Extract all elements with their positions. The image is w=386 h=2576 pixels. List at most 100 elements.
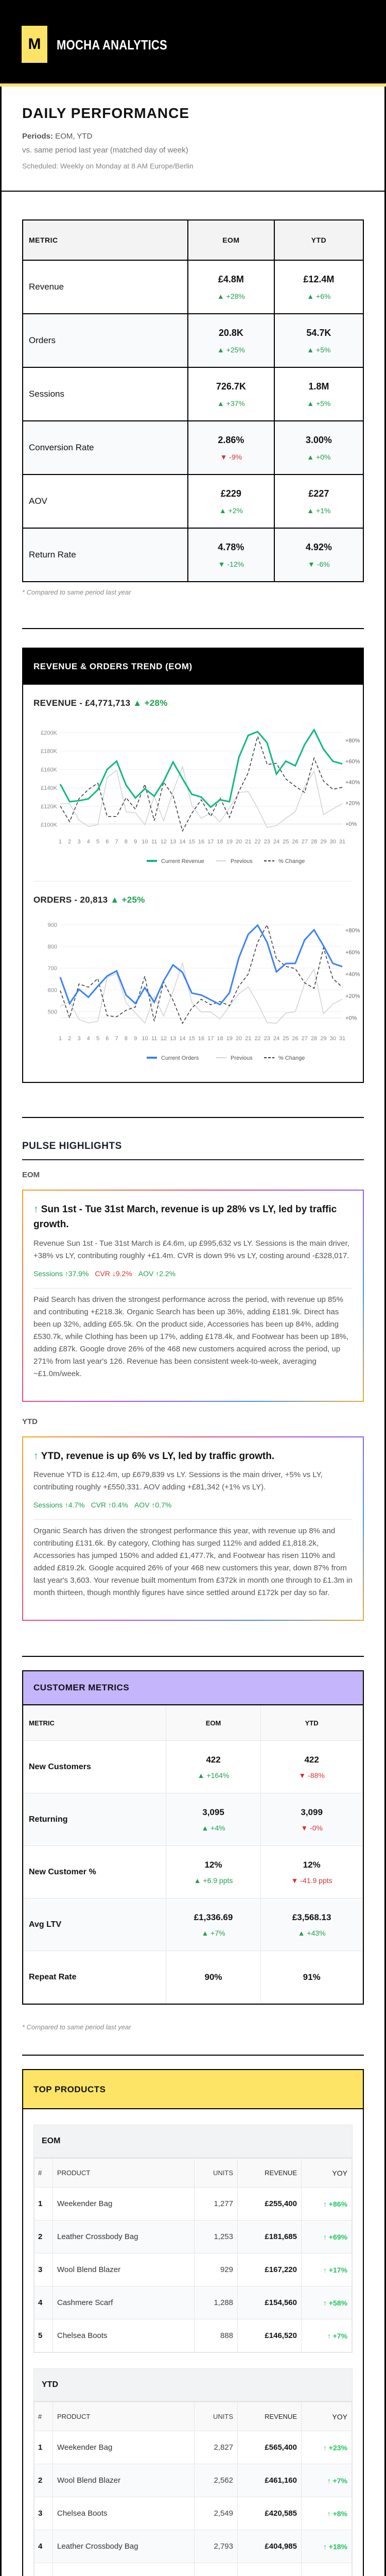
svg-text:+60%: +60%	[345, 759, 360, 765]
product-row: 5 Chelsea Boots 888 £146,520 ↑ +7%	[34, 2319, 352, 2353]
svg-text:28: 28	[311, 839, 317, 845]
pulse-eom-detail: Paid Search has driven the strongest per…	[33, 1295, 349, 1378]
product-name: Wool Blend Blazer	[52, 2253, 195, 2287]
change-indicator: ▼ -0%	[301, 1823, 323, 1832]
product-units: 2,406	[194, 2563, 238, 2576]
kpi-header-eom: EOM	[187, 219, 275, 261]
kpi-eom-cell: £4.8M ▲ +28%	[187, 260, 275, 314]
product-yoy: ↑ +7%	[301, 2319, 352, 2353]
svg-text:+40%: +40%	[345, 779, 360, 786]
schedule-note: Scheduled: Weekly on Monday at 8 AM Euro…	[22, 162, 194, 170]
product-rank: 1	[34, 2187, 53, 2221]
svg-text:20: 20	[236, 839, 242, 845]
products-col-header: #	[34, 2402, 53, 2432]
section-divider	[22, 1117, 364, 1118]
product-yoy: ↓ -1%	[301, 2563, 352, 2576]
svg-text:£160K: £160K	[41, 767, 57, 773]
product-name: Leather Crossbody Bag	[52, 2530, 195, 2564]
pulse-metric: CVR ↓9.2%	[95, 1269, 132, 1278]
svg-text:5: 5	[96, 1036, 99, 1042]
kpi-eom-cell: 4.78% ▼ -12%	[187, 528, 275, 582]
svg-text:Current Revenue: Current Revenue	[161, 858, 204, 865]
product-units: 2,827	[194, 2431, 238, 2465]
svg-text:27: 27	[302, 839, 308, 845]
svg-text:+20%: +20%	[345, 993, 360, 999]
svg-text:+80%: +80%	[345, 928, 360, 934]
products-col-header: PRODUCT	[52, 2402, 195, 2432]
product-yoy: ↑ +8%	[301, 2497, 352, 2531]
orders-chart-title: ORDERS - 20,813 ▲ +25%	[33, 895, 145, 905]
kpi-metric-name: Revenue	[22, 260, 189, 314]
product-rank: 3	[34, 2253, 53, 2287]
kpi-ytd-cell: £227 ▲ +1%	[273, 474, 364, 529]
change-indicator: ▲ +6%	[307, 292, 331, 300]
cm-eom-cell: 90%	[165, 1951, 261, 2004]
periods-line: Periods: EOM, YTD	[22, 132, 364, 141]
product-revenue: £384,960	[237, 2563, 302, 2576]
product-row: 1 Weekender Bag 2,827 £565,400 ↑ +23%	[34, 2431, 352, 2465]
products-ytd-table: YTD # PRODUCT UNITS REVENUE YOY 1 Weekender …	[33, 2368, 353, 2576]
customer-metrics-card: CUSTOMER METRICS METRIC EOM YTD New Cust…	[22, 1670, 364, 2005]
svg-text:14: 14	[179, 839, 185, 845]
svg-text:£180K: £180K	[41, 749, 57, 755]
pulse-metric: Sessions ↑37.9%	[33, 1269, 89, 1278]
revenue-change: ▲ +28%	[133, 698, 168, 708]
product-name: Chelsea Boots	[52, 2319, 195, 2353]
svg-text:% Change: % Change	[278, 1055, 305, 1061]
svg-text:8: 8	[125, 1036, 128, 1042]
kpi-eom-cell: £229 ▲ +2%	[187, 474, 275, 529]
svg-text:14: 14	[179, 1036, 185, 1042]
svg-text:18: 18	[217, 1036, 223, 1042]
svg-text:Previous: Previous	[231, 858, 253, 865]
pulse-metric: AOV ↑2.2%	[138, 1269, 176, 1278]
brand-name: MOCHA ANALYTICS	[57, 37, 167, 53]
svg-text:1: 1	[59, 839, 62, 845]
svg-text:6: 6	[106, 1036, 109, 1042]
product-revenue: £154,560	[237, 2286, 302, 2320]
product-yoy: ↑ +69%	[301, 2220, 352, 2254]
products-col-header: REVENUE	[237, 2158, 302, 2188]
change-indicator: ▲ +4%	[201, 1823, 225, 1832]
product-yoy: ↑ +58%	[301, 2286, 352, 2320]
periods-value: EOM, YTD	[53, 132, 93, 141]
svg-text:£140K: £140K	[41, 785, 57, 791]
svg-text:29: 29	[320, 1036, 326, 1042]
periods-label: Periods:	[22, 132, 54, 141]
change-indicator: ▼ -41.9 ppts	[291, 1876, 332, 1885]
revenue-chart-title: REVENUE - £4,771,713 ▲ +28%	[33, 698, 168, 708]
product-rank: 4	[34, 2530, 53, 2564]
pulse-ytd-headline: ↑ YTD, revenue is up 6% vs LY, led by tr…	[33, 1450, 275, 1462]
product-yoy: ↑ +23%	[301, 2431, 352, 2465]
product-name: Chelsea Boots	[52, 2497, 195, 2531]
product-row: 2 Leather Crossbody Bag 1,253 £181,685 ↑…	[34, 2220, 352, 2254]
customer-metrics-section: CUSTOMER METRICS METRIC EOM YTD New Cust…	[2, 1670, 384, 2056]
product-name: Cashmere V-Neck	[52, 2563, 195, 2576]
section-divider	[22, 628, 364, 629]
pulse-eom-headline: ↑ Sun 1st - Tue 31st March, revenue is u…	[33, 1204, 337, 1230]
pulse-divider	[33, 1519, 353, 1520]
cm-eom-cell: £1,336.69 ▲ +7%	[165, 1898, 261, 1952]
svg-text:25: 25	[283, 839, 289, 845]
product-revenue: £404,985	[237, 2530, 302, 2564]
svg-text:2: 2	[68, 839, 71, 845]
product-name: Weekender Bag	[52, 2431, 195, 2465]
svg-text:11: 11	[151, 839, 157, 845]
trend-up-icon: ↑	[33, 1204, 41, 1215]
svg-text:+80%: +80%	[345, 738, 360, 744]
kpi-eom-cell: 20.8K ▲ +25%	[187, 313, 275, 368]
svg-text:15: 15	[189, 839, 195, 845]
svg-text:19: 19	[226, 839, 233, 845]
svg-text:Current Orders: Current Orders	[161, 1055, 199, 1061]
svg-text:10: 10	[142, 1036, 148, 1042]
kpi-metric-name: Conversion Rate	[22, 420, 189, 475]
svg-text:+60%: +60%	[345, 950, 360, 956]
product-yoy: ↑ +18%	[301, 2530, 352, 2564]
page-title: DAILY PERFORMANCE	[22, 105, 190, 121]
logo-icon: M	[22, 26, 47, 63]
svg-text:17: 17	[207, 839, 214, 845]
product-row: 2 Wool Blend Blazer 2,562 £461,160 ↑ +7%	[34, 2464, 352, 2498]
pulse-divider	[33, 1287, 353, 1289]
change-indicator: ▲ +37%	[217, 399, 245, 408]
pulse-ytd-metrics: Sessions ↑4.7% CVR ↑0.4% AOV ↑0.7%	[33, 1501, 353, 1509]
svg-text:2: 2	[68, 1036, 71, 1042]
